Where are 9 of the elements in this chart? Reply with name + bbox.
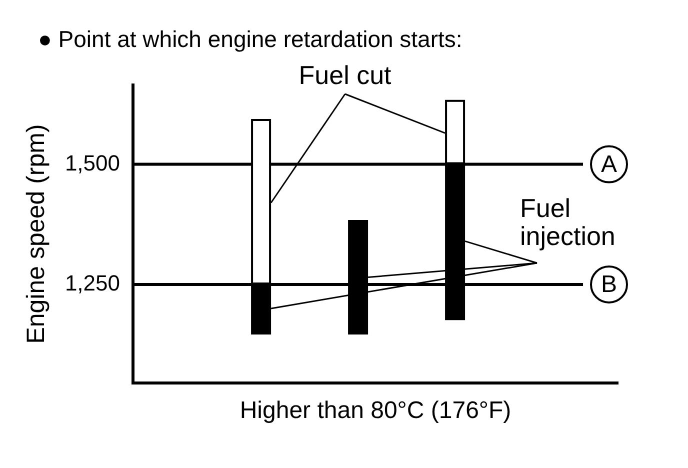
y-axis-title: Engine speed (rpm)	[22, 124, 50, 344]
y-tick-label: 1,500	[64, 150, 120, 176]
chart-title: ● Point at which engine retardation starts:	[38, 26, 462, 53]
x-axis-title: Higher than 80°C (176°F)	[240, 397, 512, 424]
ref-line-label: A	[600, 150, 618, 178]
ref-line-label: B	[600, 271, 618, 298]
legend-label: Fuel injection	[520, 193, 616, 251]
y-tick-label: 1,250	[64, 270, 120, 296]
series-label: Fuel cut	[298, 60, 392, 90]
